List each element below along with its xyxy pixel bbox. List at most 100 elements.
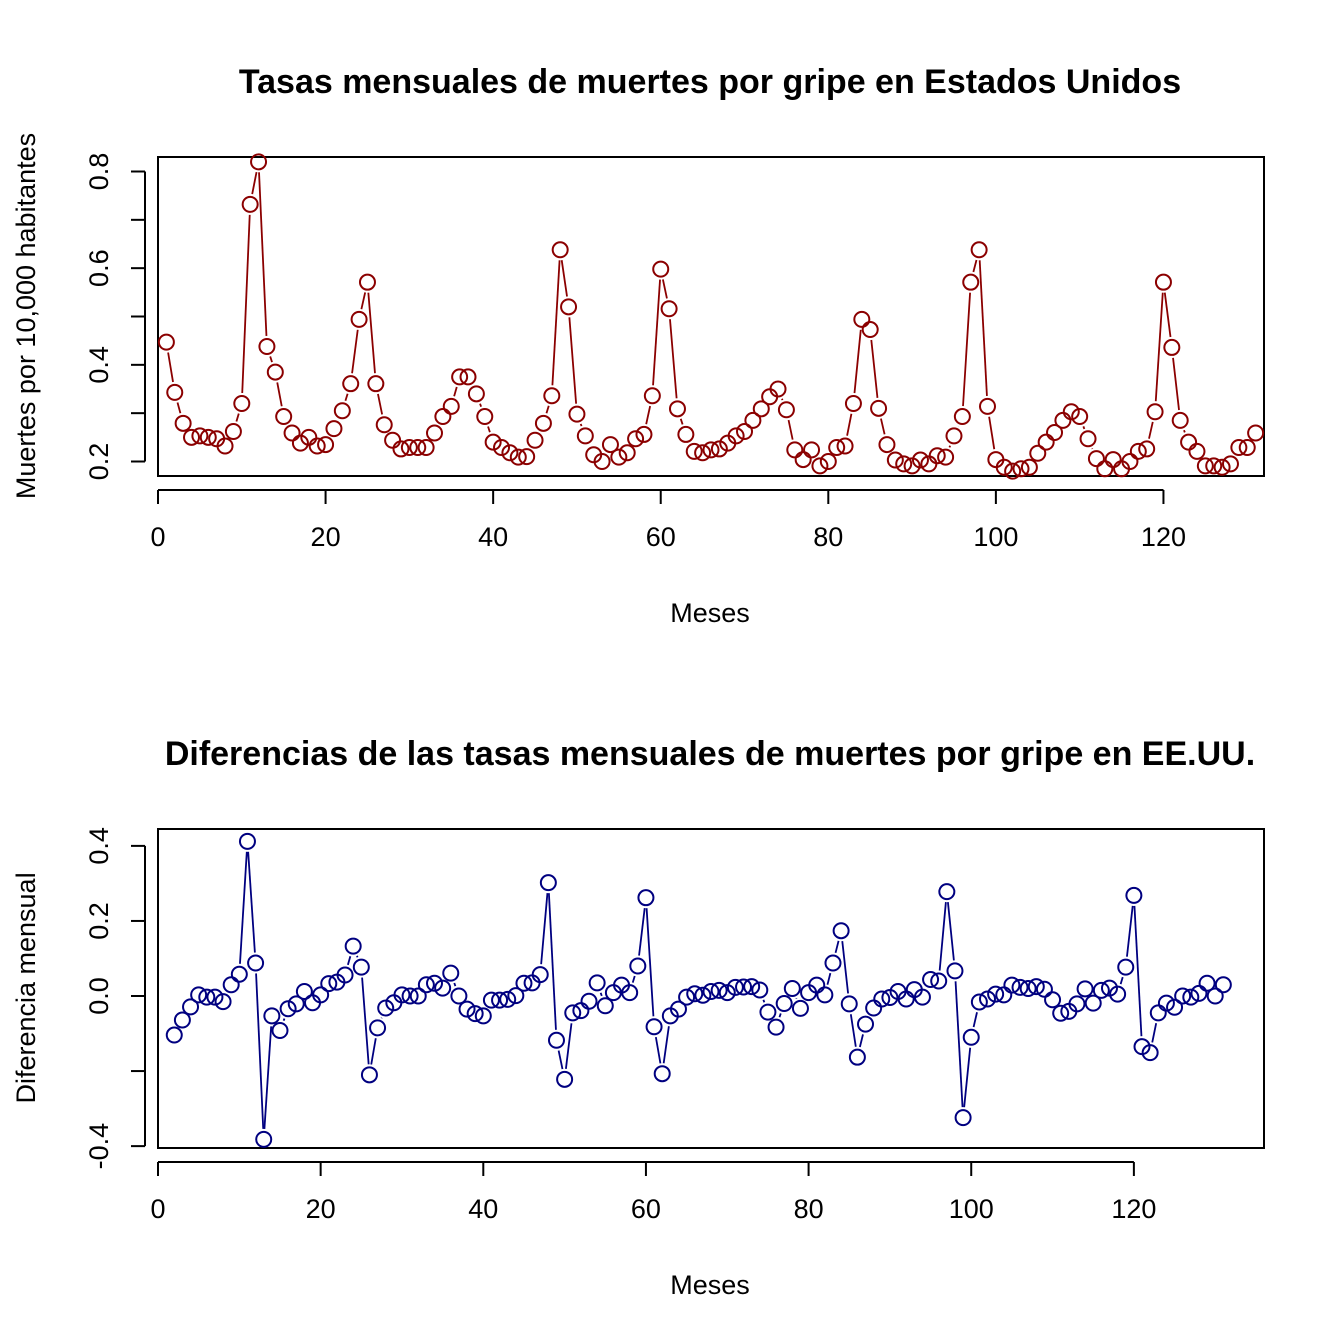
data-point — [962, 1028, 980, 1046]
data-point — [596, 997, 614, 1015]
x-axis-top: 0 20 40 60 80 100 120 — [150, 489, 1186, 552]
data-point — [400, 438, 418, 456]
data-point — [358, 273, 376, 291]
data-point — [384, 431, 402, 449]
data-point — [360, 1066, 378, 1084]
chart-title-top: Tasas mensuales de muertes por gripe en … — [239, 63, 1181, 101]
data-point — [979, 397, 996, 415]
data-point — [727, 427, 745, 445]
data-point — [954, 1109, 972, 1127]
series-line-segment — [540, 893, 549, 965]
data-point — [1029, 444, 1047, 462]
series-line-segment — [487, 426, 491, 433]
series-line-segment — [479, 403, 482, 408]
y-tick-label: -0.4 — [84, 1123, 114, 1170]
data-point — [568, 405, 586, 423]
x-tick-label: 40 — [478, 522, 508, 552]
series-line-segment — [1151, 1023, 1158, 1043]
data-point — [618, 444, 636, 462]
data-point — [627, 430, 645, 448]
data-point — [811, 457, 829, 475]
series-line-segment — [360, 292, 367, 310]
data-point — [1117, 958, 1135, 976]
y-axis-top: 0.2 0.4 0.6 0.8 — [84, 153, 146, 480]
data-point — [458, 1000, 476, 1018]
series-bottom — [165, 832, 1232, 1148]
data-point — [333, 402, 351, 420]
series-line-segment — [679, 418, 684, 425]
data-point — [1166, 998, 1184, 1016]
data-point — [970, 241, 988, 259]
data-point — [320, 975, 338, 993]
x-tick-label: 80 — [813, 522, 843, 552]
data-point — [283, 424, 301, 442]
data-point — [216, 437, 234, 455]
data-point — [1019, 980, 1037, 997]
data-point — [325, 420, 343, 438]
data-point — [873, 990, 891, 1008]
data-point — [191, 427, 209, 445]
data-point — [601, 436, 619, 454]
data-point — [938, 883, 956, 901]
data-point — [1046, 424, 1064, 441]
data-point — [726, 978, 744, 996]
data-point — [945, 427, 963, 445]
data-point — [247, 954, 265, 972]
data-point — [198, 988, 216, 1006]
data-point — [645, 1018, 663, 1036]
data-point — [1035, 980, 1053, 998]
series-line-segment — [241, 214, 251, 394]
data-point — [1096, 460, 1114, 478]
data-point — [1188, 442, 1206, 460]
data-point — [946, 962, 964, 980]
series-line-segment — [258, 172, 268, 337]
data-point — [840, 995, 858, 1013]
series-line-segment — [1154, 292, 1164, 402]
series-line-segment — [645, 908, 655, 1017]
data-point — [660, 300, 678, 318]
data-point — [1146, 403, 1164, 421]
data-point — [551, 241, 569, 259]
series-line-segment — [972, 259, 978, 273]
data-point — [1213, 458, 1231, 476]
series-line-segment — [859, 1034, 864, 1048]
data-point — [1020, 458, 1038, 476]
data-point — [1104, 451, 1122, 469]
series-line-segment — [853, 329, 862, 394]
data-point — [1129, 442, 1147, 460]
series-line-segment — [344, 393, 349, 401]
data-point — [1171, 411, 1189, 429]
x-axis-bottom: 0 20 40 60 80 100 120 — [150, 1161, 1156, 1224]
series-line-segment — [948, 445, 951, 448]
series-line-segment — [551, 260, 561, 386]
data-point — [1027, 978, 1045, 996]
series-line-segment — [370, 1038, 377, 1065]
data-point — [206, 988, 224, 1006]
data-point — [637, 889, 655, 907]
data-point — [556, 1070, 574, 1088]
x-tick-label: 100 — [949, 1194, 994, 1224]
data-point — [166, 383, 184, 401]
series-line-segment — [351, 329, 359, 374]
data-point — [694, 444, 712, 462]
data-point — [635, 425, 653, 443]
x-tick-label: 40 — [468, 1194, 498, 1224]
data-point — [1076, 980, 1094, 998]
data-point — [230, 965, 248, 983]
data-point — [922, 970, 940, 988]
x-tick-label: 0 — [150, 522, 165, 552]
data-point — [832, 922, 850, 940]
data-point — [895, 455, 913, 473]
data-point — [426, 974, 443, 992]
series-line-segment — [1183, 429, 1186, 433]
x-tick-label: 120 — [1111, 1194, 1156, 1224]
data-point — [652, 260, 670, 278]
series-line-segment — [834, 940, 840, 954]
series-line-segment — [662, 1026, 670, 1064]
series-line-segment — [963, 1047, 972, 1108]
data-point — [336, 966, 354, 984]
data-point — [1190, 984, 1208, 1002]
data-point — [1205, 457, 1223, 475]
data-point — [857, 1015, 875, 1033]
series-line-segment — [239, 851, 248, 964]
